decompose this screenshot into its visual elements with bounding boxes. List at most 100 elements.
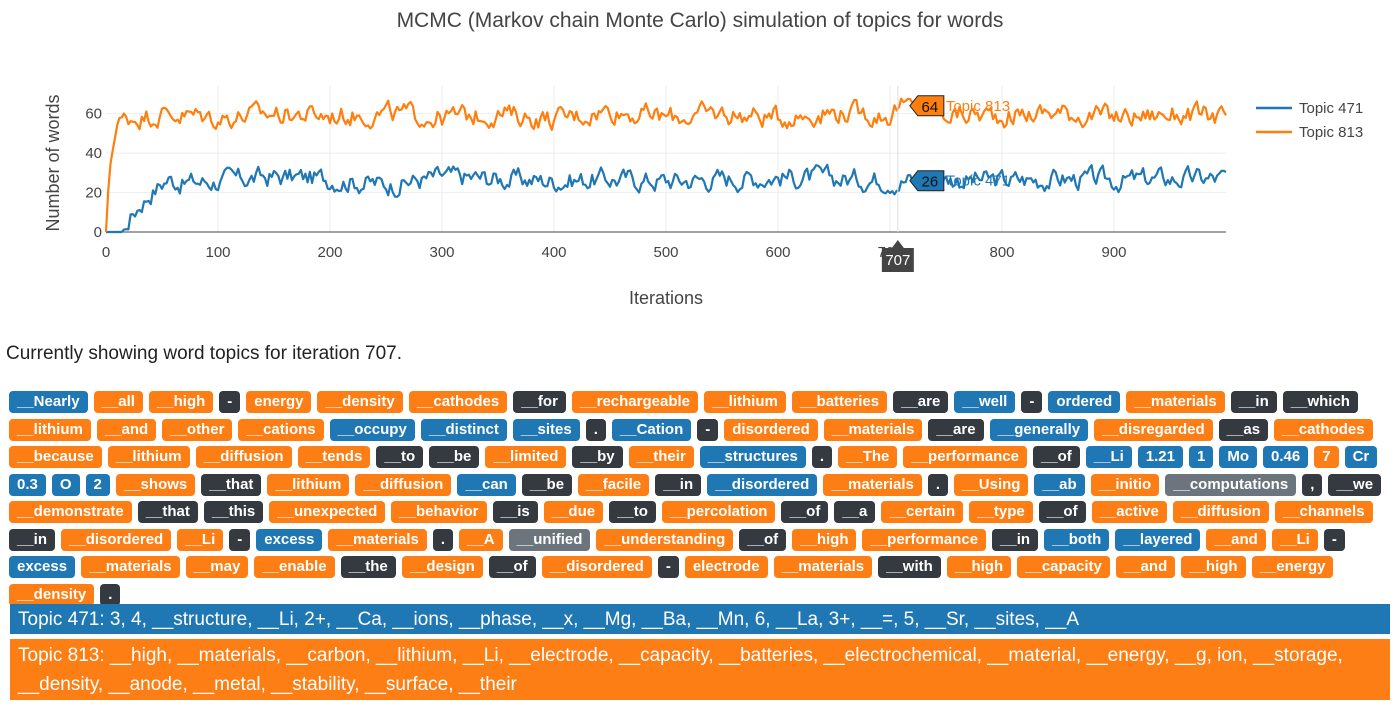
word-badge: __lithium (704, 391, 786, 413)
word-badge: __tends (297, 446, 371, 468)
series-layer (104, 97, 1227, 234)
legend-item[interactable]: Topic 813 (1256, 124, 1363, 141)
word-badge: __diffusion (195, 446, 292, 468)
word-badge: __structures (699, 446, 806, 468)
x-tick-label: 400 (541, 244, 566, 261)
hover-x-box (881, 240, 914, 272)
word-badge: __in (9, 528, 56, 551)
x-tick-label: 0 (102, 244, 110, 261)
word-badge: __in (655, 473, 702, 496)
word-badge: __design (401, 556, 483, 578)
word-badge: __of (1032, 446, 1080, 468)
hover-value-box (909, 170, 945, 192)
word-badge: __capacity (1017, 556, 1110, 578)
topic-813-summary: Topic 813: __high, __materials, __carbon… (10, 639, 1390, 700)
word-badge: __energy (1251, 556, 1334, 578)
series-line-topic-813 (104, 97, 1227, 233)
word-badge: __performance (862, 528, 987, 551)
word-badge: __materials (1126, 391, 1225, 413)
hover-value: 26 (921, 174, 938, 191)
word-badge: __batteries (791, 391, 888, 413)
word-badge: __The (838, 446, 898, 468)
word-badge: __to (609, 501, 656, 523)
word-badge: __Li (1271, 528, 1318, 551)
word-badge: __and (1206, 528, 1266, 551)
word-badge: . (811, 446, 833, 468)
word-badge: __because (9, 446, 102, 468)
word-badge: __materials (823, 418, 923, 441)
word-badge: __may (185, 556, 249, 578)
word-badge: . (432, 528, 454, 551)
word-badge: - (219, 391, 241, 413)
word-badge: __both (1044, 528, 1110, 551)
word-badge: __high (148, 391, 214, 413)
word-badge: __as (1218, 418, 1269, 441)
word-badge: __occupy (329, 418, 415, 441)
word-badge: . (100, 583, 121, 606)
y-tick-label: 60 (85, 106, 102, 123)
word-badge: 2 (85, 473, 110, 496)
word-badge: - (1021, 391, 1043, 413)
word-badge: __be (521, 473, 573, 496)
word-badge: __ab (1034, 473, 1085, 496)
hover-x-value: 707 (885, 252, 910, 269)
word-badge: __disordered (541, 556, 652, 578)
word-badge: , (1302, 473, 1323, 496)
word-badge: __initio (1090, 473, 1160, 496)
word-badge: __high (792, 528, 857, 551)
word-badge: __be (429, 446, 480, 468)
word-badge: __their (628, 446, 694, 468)
iteration-caption: Currently showing word topics for iterat… (6, 343, 403, 364)
word-badge: __high (946, 556, 1012, 578)
hover-value-box (909, 95, 945, 117)
word-badge: __of (739, 528, 787, 551)
word-badge: __understanding (596, 528, 734, 551)
word-badge: __disordered (61, 528, 172, 551)
mcmc-line-chart: MCMC (Markov chain Monte Carlo) simulati… (43, 9, 1363, 308)
word-badge: __materials (823, 473, 922, 496)
word-badge: __facile (578, 473, 650, 496)
word-badge: __unified (508, 528, 591, 551)
word-badge: __by (572, 446, 623, 468)
word-badge: __can (457, 473, 516, 496)
x-axis-title: Iterations (629, 288, 703, 308)
hover-label: 26 Topic 471 (909, 170, 1010, 192)
x-tick-label: 600 (765, 244, 790, 261)
word-badge: __cations (238, 418, 324, 441)
word-badge: __are (893, 391, 949, 413)
word-badge: __with (878, 556, 941, 578)
word-badge: excess (9, 556, 76, 578)
word-badge: __demonstrate (9, 501, 132, 523)
topic-471-summary: Topic 471: 3, 4, __structure, __Li, 2+, … (10, 604, 1390, 634)
hover-x-label: 707 (881, 240, 914, 272)
word-badge: __the (340, 556, 396, 578)
word-badge: __Cation (611, 418, 692, 441)
hover-series-name: Topic 471 (946, 173, 1010, 190)
y-tick-label: 20 (85, 185, 102, 202)
word-badge: __for (513, 391, 566, 413)
legend[interactable]: Topic 471 Topic 813 (1256, 100, 1363, 141)
word-badge: __cathodes (408, 391, 508, 413)
word-badge: __sites (512, 418, 580, 441)
word-badge: 0.46 (1263, 446, 1309, 468)
word-badge: __unexpected (269, 501, 386, 523)
word-badge: __cathodes (1274, 418, 1373, 441)
legend-item[interactable]: Topic 471 (1256, 100, 1363, 117)
word-badge: 7 (1314, 446, 1339, 468)
word-badge: __lithium (107, 446, 190, 468)
word-badge: __high (1181, 556, 1246, 578)
word-badge: __all (93, 391, 143, 413)
x-tick-label: 900 (1101, 244, 1126, 261)
x-tick-label: 800 (989, 244, 1014, 261)
word-badge: __disregarded (1094, 418, 1213, 441)
x-tick-label: 300 (429, 244, 454, 261)
x-tick-label: 500 (653, 244, 678, 261)
word-badge: electrode (684, 556, 768, 578)
word-badge: - (229, 528, 251, 551)
word-badge: __Using (954, 473, 1029, 496)
word-badge: __density (9, 583, 95, 606)
word-badge: __performance (903, 446, 1027, 468)
word-badge: __limited (485, 446, 567, 468)
word-badge: __materials (773, 556, 873, 578)
word-badge: __this (203, 501, 264, 523)
